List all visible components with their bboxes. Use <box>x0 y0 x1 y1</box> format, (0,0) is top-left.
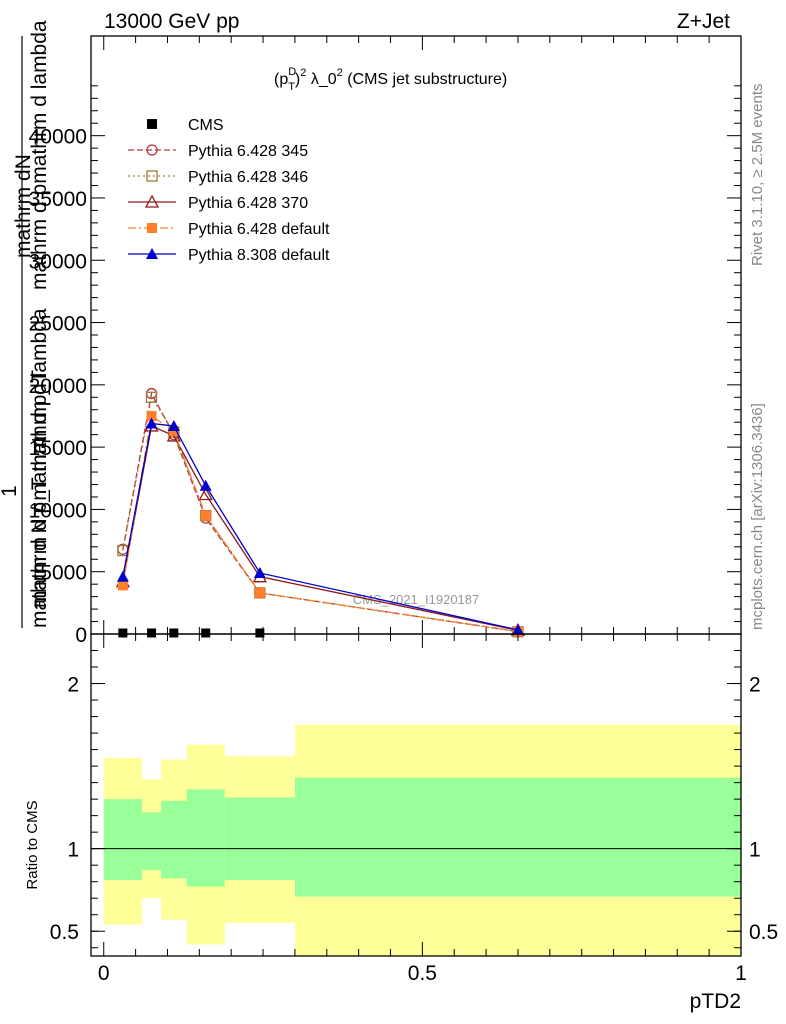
x-tick-label: 0.5 <box>408 962 437 985</box>
energy-label: 13000 GeV pp <box>104 10 239 33</box>
data-point <box>167 419 180 431</box>
series-5 <box>116 417 524 635</box>
series-line <box>122 414 519 633</box>
rivet-version-label: Rivet 3.1.10, ≥ 2.5M events <box>749 84 766 267</box>
legend-marker <box>146 170 158 182</box>
ratio-panel-frame <box>90 633 742 957</box>
ratio-y-ticks: 0.5 0.5 1 1 2 2 <box>50 650 778 949</box>
plot-title-sup-2: 2 <box>300 67 306 79</box>
y-tick-label: 5000 <box>40 562 87 585</box>
plot-title-sup-d: D <box>288 66 296 78</box>
legend-entry: Pythia 6.428 346 <box>128 169 308 186</box>
plot-title-close: ) <box>295 71 300 88</box>
plot-title-sup-2b: 2 <box>337 67 343 79</box>
data-point <box>200 510 211 521</box>
legend-label: Pythia 6.428 370 <box>188 195 308 212</box>
mcplots-label: mcplots.cern.ch [arXiv:1306.3436] <box>749 403 766 630</box>
plot-title-sub-t: T <box>288 81 295 93</box>
legend-label: Pythia 6.428 345 <box>188 143 308 160</box>
main-y-axis-label: mathrm dN mathrm d pmathrm d lambda math… <box>0 20 51 628</box>
legend-label: CMS <box>188 117 224 134</box>
data-point <box>198 487 213 501</box>
main-y-ticks: 0 5000 10000 15000 20000 25000 30000 35000 40000 <box>29 85 741 647</box>
ylabel-numerator: 1 <box>0 485 21 497</box>
legend-entry: Pythia 6.428 345 <box>128 143 308 160</box>
main-x-ticks <box>103 36 742 634</box>
legend-marker <box>147 223 157 233</box>
legend-marker <box>146 144 158 156</box>
y-tick-label: 15000 <box>29 437 87 460</box>
ylabel-denominator: mathrm d N / mathrm d p_T <box>28 370 51 628</box>
ratio-tick-label-right: 2 <box>749 674 761 697</box>
ratio-band-inner <box>103 799 142 881</box>
ratio-tick-label: 0.5 <box>50 921 79 944</box>
data-point <box>169 628 179 638</box>
legend-marker <box>147 119 157 129</box>
ratio-tick-label: 1 <box>67 839 79 862</box>
data-point <box>116 570 129 582</box>
ratio-x-ticks: 0 0.5 1 <box>98 634 747 985</box>
legend-entry: Pythia 8.308 default <box>128 247 330 264</box>
data-point <box>255 628 265 638</box>
ratio-band-inner <box>141 812 162 871</box>
legend-marker <box>146 248 158 259</box>
data-point <box>254 587 265 598</box>
series-line <box>122 422 519 631</box>
y-tick-label: 35000 <box>29 188 87 211</box>
data-point <box>145 417 158 429</box>
data-point <box>511 623 524 635</box>
plot-title-mid: λ_0 <box>306 71 336 88</box>
legend: CMS Pythia 6.428 345 Pythia 6.428 346 Pythi… <box>128 117 330 264</box>
ratio-tick-label-right: 1 <box>749 839 761 862</box>
data-point <box>147 628 157 638</box>
analysis-watermark: CMS_2021_I1920187 <box>353 592 480 607</box>
ylabel-fragment-2: mathrm d pmathrm d lambda <box>28 20 51 290</box>
ylabel-fragment-3: mathrm d p_T mathrm d lambda <box>28 308 51 608</box>
ratio-band-inner <box>294 777 741 897</box>
ratio-band-inner <box>186 789 225 887</box>
legend-marker <box>144 194 160 208</box>
y-tick-label: 0 <box>75 624 87 647</box>
y-tick-label: 30000 <box>29 250 87 273</box>
data-point <box>201 628 211 638</box>
data-point <box>253 566 266 578</box>
y-tick-label: 40000 <box>29 126 87 149</box>
data-point <box>199 479 212 491</box>
legend-entry: Pythia 6.428 370 <box>128 194 308 212</box>
ratio-tick-label-right: 0.5 <box>749 921 778 944</box>
data-point <box>145 391 158 403</box>
y-tick-label: 20000 <box>29 375 87 398</box>
data-point <box>118 628 128 638</box>
ratio-band-inner <box>161 800 187 879</box>
plot-title-rest: (CMS jet substructure) <box>343 71 507 88</box>
series-0 <box>118 628 265 638</box>
legend-label: Pythia 8.308 default <box>188 247 330 264</box>
series-layer <box>115 387 526 638</box>
legend-label: Pythia 6.428 346 <box>188 169 308 186</box>
legend-entry: CMS <box>147 117 224 134</box>
data-point <box>117 580 128 591</box>
x-tick-label: 1 <box>735 962 747 985</box>
y-tick-label: 10000 <box>29 499 87 522</box>
x-axis-label: pTD2 <box>690 990 741 1013</box>
ratio-bands <box>91 724 741 956</box>
process-label: Z+Jet <box>677 10 730 33</box>
ratio-tick-label: 2 <box>67 674 79 697</box>
legend-entry: Pythia 6.428 default <box>128 221 330 238</box>
plot-title: (pD T)2 λ_02 (CMS jet substructure) <box>274 66 507 93</box>
plot-title-main: (p <box>274 71 288 88</box>
y-tick-label: 25000 <box>29 313 87 336</box>
ratio-band-inner <box>224 797 295 881</box>
ratio-y-axis-label: Ratio to CMS <box>24 800 41 889</box>
x-tick-label: 0 <box>98 962 110 985</box>
legend-label: Pythia 6.428 default <box>188 221 330 238</box>
ylabel-fragment-1: mathrm dN <box>12 154 35 258</box>
data-point <box>146 410 157 421</box>
